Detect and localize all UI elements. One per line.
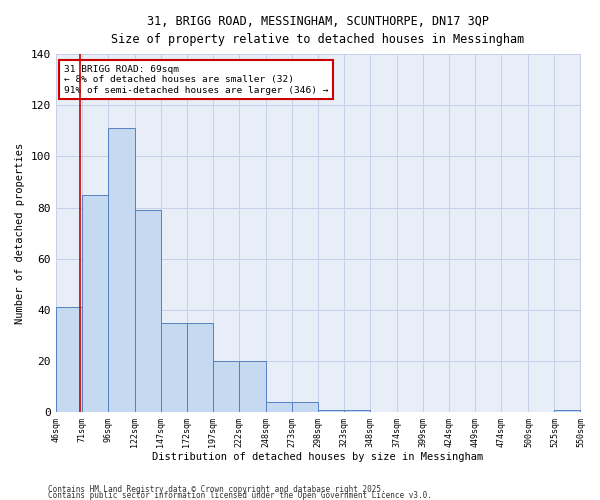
Bar <box>108 128 135 412</box>
X-axis label: Distribution of detached houses by size in Messingham: Distribution of detached houses by size … <box>152 452 484 462</box>
Bar <box>161 322 187 412</box>
Bar <box>554 410 580 412</box>
Y-axis label: Number of detached properties: Number of detached properties <box>15 142 25 324</box>
Text: Contains public sector information licensed under the Open Government Licence v3: Contains public sector information licen… <box>48 491 432 500</box>
Bar <box>239 361 266 412</box>
Bar <box>213 361 239 412</box>
Bar <box>187 322 213 412</box>
Text: 31 BRIGG ROAD: 69sqm
← 8% of detached houses are smaller (32)
91% of semi-detach: 31 BRIGG ROAD: 69sqm ← 8% of detached ho… <box>64 65 328 94</box>
Bar <box>56 307 82 412</box>
Text: Contains HM Land Registry data © Crown copyright and database right 2025.: Contains HM Land Registry data © Crown c… <box>48 485 386 494</box>
Bar <box>266 402 292 412</box>
Bar <box>344 410 370 412</box>
Bar <box>292 402 318 412</box>
Bar <box>135 210 161 412</box>
Title: 31, BRIGG ROAD, MESSINGHAM, SCUNTHORPE, DN17 3QP
Size of property relative to de: 31, BRIGG ROAD, MESSINGHAM, SCUNTHORPE, … <box>112 15 525 46</box>
Bar <box>318 410 344 412</box>
Bar <box>82 194 108 412</box>
